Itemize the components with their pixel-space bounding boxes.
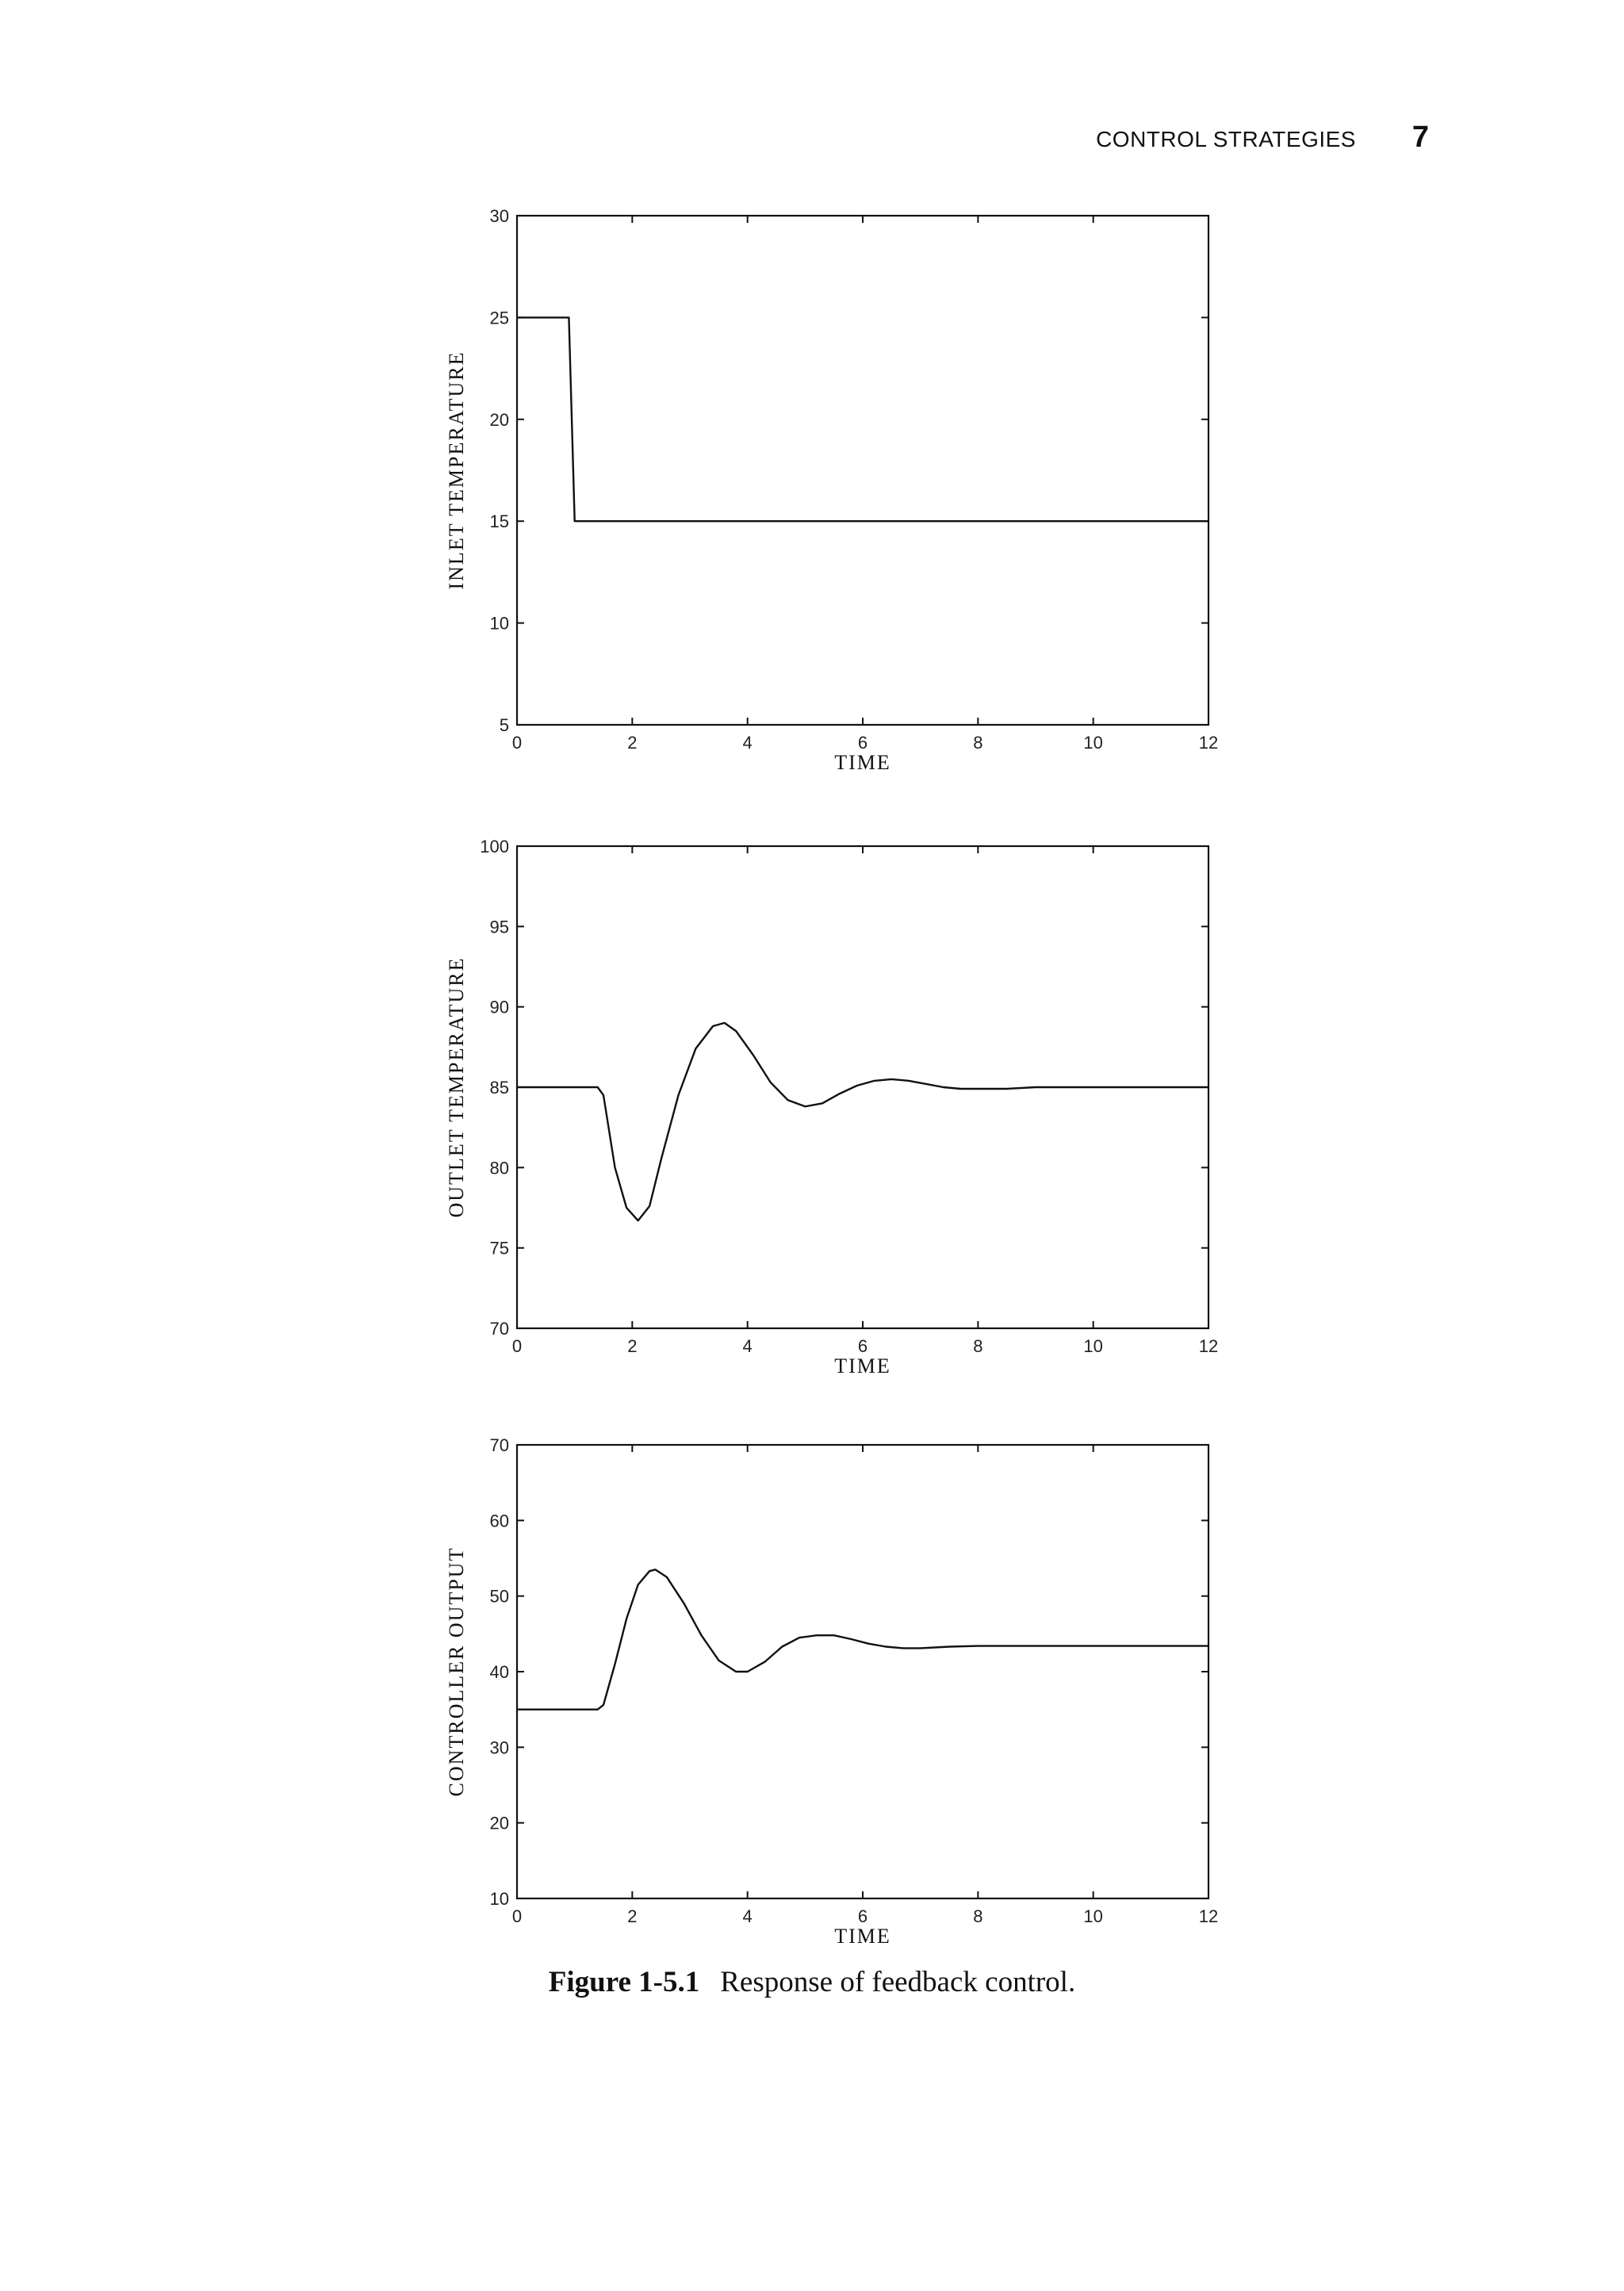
x-axis-label: TIME [834, 1354, 891, 1377]
y-tick-label: 75 [490, 1239, 509, 1259]
x-tick-label: 0 [512, 1906, 522, 1926]
x-tick-label: 10 [1083, 1336, 1102, 1356]
x-tick-label: 10 [1083, 733, 1102, 753]
x-tick-label: 6 [858, 733, 868, 753]
x-tick-label: 8 [973, 1336, 982, 1356]
x-tick-label: 12 [1199, 1906, 1218, 1926]
x-tick-label: 8 [973, 1906, 982, 1926]
plot-frame [515, 214, 1210, 726]
x-tick-label: 8 [973, 733, 982, 753]
x-tick-label: 2 [627, 733, 637, 753]
y-tick-label: 5 [500, 715, 509, 735]
figure-caption: Figure 1-5.1 Response of feedback control… [0, 1965, 1624, 1999]
x-axis-label: TIME [834, 1925, 891, 1948]
y-tick-label: 15 [490, 511, 509, 531]
inlet-temperature-chart: 0 2 4 6 8 10 12 5 10 15 20 25 30 TIME INLET TEMPERATUR… [445, 206, 1218, 774]
y-tick-label: 25 [490, 308, 509, 328]
x-tick-label: 12 [1199, 1336, 1218, 1356]
x-tick-label: 4 [743, 733, 753, 753]
x-tick-label: 4 [743, 1906, 753, 1926]
series-line-0 [517, 1569, 1208, 1711]
y-tick-label: 80 [490, 1158, 509, 1178]
x-tick-label: 10 [1083, 1906, 1102, 1926]
y-tick-label: 20 [490, 410, 509, 430]
y-tick-label: 30 [490, 206, 509, 226]
y-tick-label: 70 [490, 1435, 509, 1455]
section-title: CONTROL STRATEGIES [1096, 127, 1356, 151]
y-tick-label: 30 [490, 1737, 509, 1757]
x-tick-label: 2 [627, 1336, 637, 1356]
x-tick-label: 6 [858, 1906, 868, 1926]
y-axis-label: INLET TEMPERATURE [445, 351, 468, 590]
controller-output-chart: 0 2 4 6 8 10 12 10 20 30 40 50 60 70 TIME CONTROLLER OU… [445, 1435, 1218, 1948]
x-tick-label: 6 [858, 1336, 868, 1356]
x-axis-label: TIME [834, 751, 891, 774]
y-tick-label: 85 [490, 1078, 509, 1098]
y-tick-label: 60 [490, 1511, 509, 1531]
plot-frame [515, 1443, 1210, 1900]
figure-label: Figure 1-5.1 [548, 1966, 700, 1998]
series-line-0 [517, 316, 1208, 523]
y-tick-label: 40 [490, 1662, 509, 1682]
y-tick-label: 90 [490, 998, 509, 1017]
y-axis-label: CONTROLLER OUTPUT [445, 1547, 468, 1797]
series-line-0 [517, 1021, 1208, 1222]
y-tick-label: 20 [490, 1814, 509, 1833]
y-tick-label: 50 [490, 1587, 509, 1607]
running-head: CONTROL STRATEGIES 7 [1031, 121, 1429, 160]
y-tick-label: 100 [480, 837, 509, 856]
y-tick-label: 10 [490, 614, 509, 634]
outlet-temperature-chart: 0 2 4 6 8 10 12 70 75 80 85 90 95 100 TIME OUTLET TEMPE… [445, 837, 1218, 1377]
y-tick-label: 10 [490, 1889, 509, 1909]
x-tick-label: 2 [627, 1906, 637, 1926]
y-tick-label: 95 [490, 917, 509, 937]
x-tick-label: 0 [512, 733, 522, 753]
y-axis-label: OUTLET TEMPERATURE [445, 957, 468, 1218]
y-tick-label: 70 [490, 1319, 509, 1339]
x-tick-label: 4 [743, 1336, 753, 1356]
x-tick-label: 0 [512, 1336, 522, 1356]
figure-caption-text: Response of feedback control. [720, 1966, 1076, 1998]
page-number: 7 [1411, 121, 1429, 154]
x-tick-label: 12 [1199, 733, 1218, 753]
